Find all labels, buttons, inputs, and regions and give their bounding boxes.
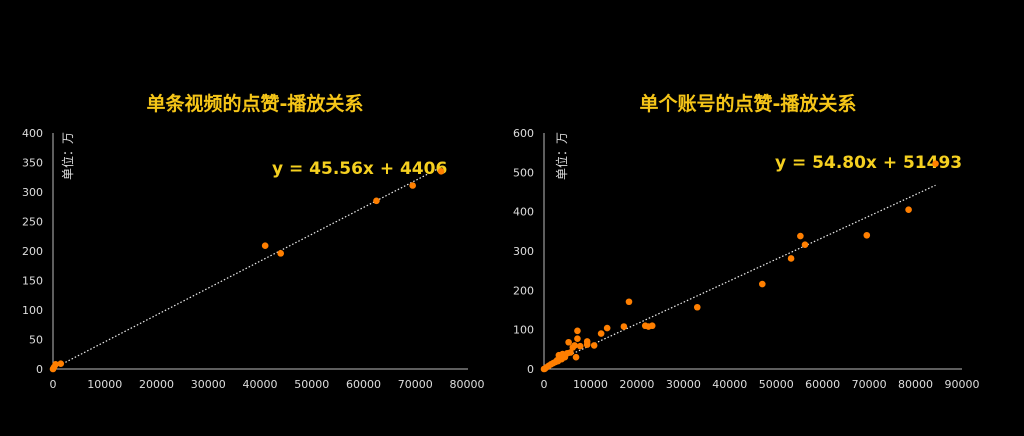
data-point [277,250,285,257]
data-point [553,357,561,364]
data-point [641,322,649,330]
x-tick-label: 60000 [805,378,840,391]
x-tick-label: 50000 [759,378,794,391]
data-point [787,255,795,262]
x-tick-label: 70000 [852,378,887,391]
data-point [863,231,871,239]
x-tick-label: 40000 [712,378,747,391]
data-point [540,365,548,373]
y-tick-label: 0 [36,363,43,376]
chart-title: 单个账号的点赞-播放关系 [640,92,857,115]
x-tick-label: 20000 [139,378,174,391]
data-point [565,338,572,346]
y-tick-label: 300 [513,245,534,258]
y-tick-label: 50 [29,334,43,347]
data-point [574,327,581,335]
x-tick-label: 20000 [619,378,654,391]
data-point [932,160,939,167]
data-point [625,298,633,306]
data-point [603,324,611,332]
data-point [797,232,804,240]
y-tick-label: 350 [22,157,43,170]
data-point [801,241,809,249]
x-tick-label: 30000 [666,378,701,391]
x-tick-label: 10000 [87,378,122,391]
data-point [373,197,380,205]
x-tick-label: 40000 [243,378,278,391]
data-point [576,342,584,350]
data-point [758,280,766,288]
trendline [52,166,442,370]
x-tick-label: 70000 [398,378,433,391]
data-point [437,168,445,175]
data-point [597,330,605,337]
data-point [57,360,65,367]
y-tick-label: 150 [22,275,43,288]
x-tick-label: 0 [50,378,57,391]
y-tick-label: 200 [22,245,43,258]
x-tick-label: 60000 [346,378,381,391]
y-tick-label: 300 [22,186,43,199]
y-tick-label: 100 [22,304,43,317]
y-tick-label: 400 [22,127,43,140]
trendline [543,184,936,368]
x-tick-label: 50000 [294,378,329,391]
chart-title: 单条视频的点赞-播放关系 [147,92,364,115]
unit-label: 单位：万 [60,132,75,180]
data-point [560,353,567,360]
data-point [574,335,581,343]
data-point [620,323,628,330]
x-tick-label: 10000 [573,378,608,391]
unit-label: 单位：万 [554,132,569,180]
y-tick-label: 250 [22,216,43,229]
data-point [52,360,59,368]
data-point [261,242,269,249]
x-tick-label: 80000 [898,378,933,391]
x-tick-label: 0 [541,378,548,391]
y-tick-label: 100 [513,324,534,337]
data-point [572,353,580,361]
y-tick-label: 600 [513,127,534,140]
data-point [905,206,912,213]
data-point [590,342,598,349]
y-tick-label: 500 [513,166,534,179]
data-point [583,341,591,348]
x-tick-label: 80000 [450,378,485,391]
x-tick-label: 30000 [191,378,226,391]
y-tick-label: 0 [527,363,534,376]
x-tick-label: 90000 [945,378,980,391]
data-point [409,182,416,189]
data-point [569,344,577,351]
trendline-equation: y = 54.80x + 51493 [775,153,962,173]
data-point [693,303,701,311]
y-tick-label: 400 [513,206,534,219]
y-tick-label: 200 [513,284,534,297]
trendline-equation: y = 45.56x + 4406 [272,159,447,179]
